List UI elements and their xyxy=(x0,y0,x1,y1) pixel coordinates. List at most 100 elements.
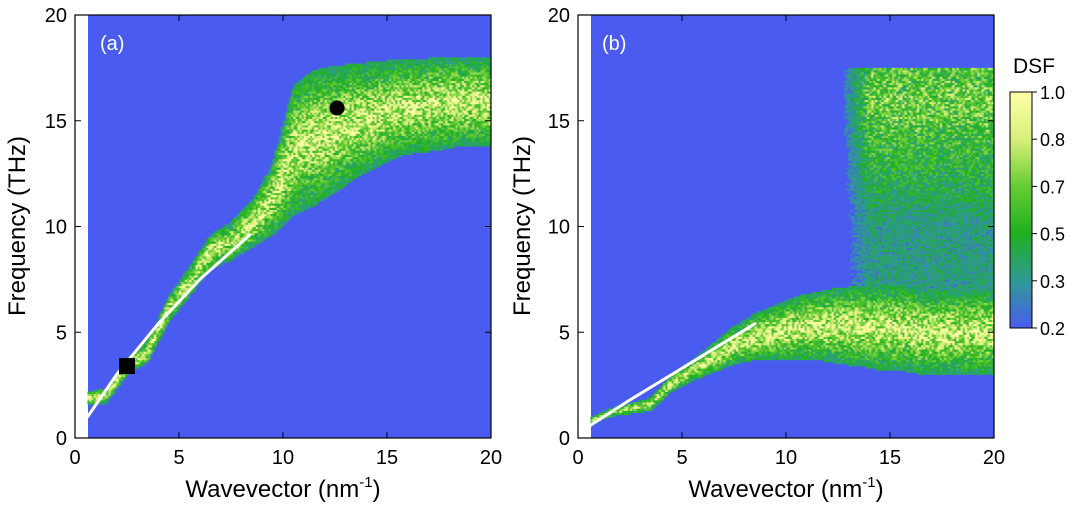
panel-a-heat-cell xyxy=(397,74,401,77)
panel-a-heat-cell xyxy=(258,196,261,200)
panel-a-heat-cell xyxy=(409,95,413,98)
panel-a-heat-cell xyxy=(324,156,328,160)
panel-a-heat-cell xyxy=(99,402,103,405)
panel-a-heat-cell xyxy=(411,114,415,117)
panel-a-heat-cell xyxy=(341,122,344,126)
panel-a-heat-cell xyxy=(411,74,415,77)
panel-a-heat-cell xyxy=(301,148,305,151)
panel-a-heat-cell xyxy=(268,234,272,238)
panel-a-heat-cell xyxy=(307,84,311,88)
panel-a-heat-cell xyxy=(233,222,236,225)
panel-a-heat-cell xyxy=(316,69,319,73)
panel-a-heat-cell xyxy=(407,131,411,134)
panel-a-heat-cell xyxy=(287,154,290,158)
panel-a-heat-cell xyxy=(255,228,259,232)
panel-a-heat-cell xyxy=(301,203,305,206)
panel-a-heat-cell xyxy=(179,294,182,297)
panel-a-heat-cell xyxy=(247,213,251,217)
panel-a-heat-cell xyxy=(401,84,405,88)
panel-a-heat-cell xyxy=(376,93,380,96)
panel-a-heat-cell xyxy=(349,118,353,122)
panel-a-heat-cell xyxy=(378,78,382,81)
panel-a-heat-cell xyxy=(218,234,222,238)
panel-a-heat-cell xyxy=(197,270,201,274)
panel-a-heat-cell xyxy=(316,120,319,124)
panel-a-heat-cell xyxy=(347,63,351,67)
panel-a-heat-cell xyxy=(368,67,371,71)
panel-a-heat-cell xyxy=(139,351,143,354)
panel-a-heat-cell xyxy=(170,304,174,308)
panel-a-heat-cell xyxy=(274,228,278,232)
panel-a-heat-cell xyxy=(353,139,357,143)
panel-a-heat-cell xyxy=(176,308,180,312)
panel-a-heat-cell xyxy=(293,163,297,166)
panel-a-heat-cell xyxy=(272,186,276,189)
panel-a-heat-cell xyxy=(162,321,166,325)
panel-a-heat-cell xyxy=(156,334,159,337)
panel-a-heat-cell xyxy=(351,139,355,143)
panel-a-heat-cell xyxy=(359,152,363,155)
panel-a-heat-cell xyxy=(391,91,394,94)
panel-a-heat-cell xyxy=(401,78,405,81)
panel-a-heat-cell xyxy=(278,192,282,196)
panel-a-heat-cell xyxy=(387,131,390,134)
panel-a-heat-cell xyxy=(411,137,415,141)
panel-a-heat-cell xyxy=(324,124,328,128)
panel-a-heat-cell xyxy=(330,118,334,122)
panel-a-heat-cell xyxy=(145,355,149,359)
panel-a-heat-cell xyxy=(287,108,290,111)
panel-a-heat-cell xyxy=(291,150,294,153)
panel-a-heat-cell xyxy=(291,139,294,143)
panel-a-heat-cell xyxy=(324,116,328,120)
panel-a-heat-cell xyxy=(324,114,328,117)
panel-a-heat-cell xyxy=(102,397,105,401)
panel-a-heat-cell xyxy=(147,347,151,350)
panel-a-heat-cell xyxy=(399,67,403,71)
panel-a-heat-cell xyxy=(318,131,322,134)
panel-a-heat-cell xyxy=(253,232,257,236)
panel-a-heat-cell xyxy=(391,122,394,126)
panel-a-heat-cell xyxy=(353,99,357,103)
panel-a-heat-cell xyxy=(305,207,309,210)
panel-a-heat-cell xyxy=(283,169,286,172)
panel-a-heat-cell xyxy=(245,247,249,251)
panel-a-heat-cell xyxy=(391,59,394,62)
panel-a-heat-cell xyxy=(324,188,328,191)
panel-a-heat-cell xyxy=(372,99,376,103)
panel-a-heat-cell xyxy=(168,296,172,299)
panel-a-heat-cell xyxy=(228,226,232,230)
panel-a-heat-cell xyxy=(382,131,386,134)
panel-a-heat-cell xyxy=(197,264,201,268)
panel-a-heat-cell xyxy=(295,163,299,166)
panel-a-heat-cell xyxy=(411,84,415,88)
panel-a-heat-cell xyxy=(262,188,265,191)
panel-a-heat-cell xyxy=(411,112,415,115)
panel-a-heat-cell xyxy=(391,131,394,134)
panel-a-heat-cell xyxy=(335,169,338,172)
panel-a-heat-cell xyxy=(310,141,313,145)
panel-a-heat-cell xyxy=(289,110,292,113)
panel-a-heat-cell xyxy=(391,84,394,88)
panel-a-heat-cell xyxy=(322,133,326,136)
panel-a-heat-cell xyxy=(276,209,280,213)
panel-a-heat-cell xyxy=(416,120,419,124)
panel-a-heat-cell xyxy=(285,186,288,189)
panel-a-heat-cell xyxy=(314,163,317,166)
panel-a-heat-cell xyxy=(305,167,309,170)
panel-a-heat-cell xyxy=(343,148,346,151)
panel-a-heat-cell xyxy=(364,80,367,84)
panel-a-heat-cell xyxy=(414,139,417,143)
panel-a-heat-cell xyxy=(299,190,303,194)
panel-a-heat-cell xyxy=(172,292,176,295)
panel-a-heat-cell xyxy=(395,80,398,84)
panel-a-heat-cell xyxy=(382,146,386,149)
panel-a-heat-cell xyxy=(301,141,305,145)
panel-a-heat-cell xyxy=(195,258,199,261)
panel-a-heat-cell xyxy=(274,194,278,198)
panel-a-heat-cell xyxy=(305,97,309,100)
panel-a-heat-cell xyxy=(291,135,294,139)
panel-a-heat-cell xyxy=(382,84,386,88)
panel-a-heat-cell xyxy=(380,152,384,155)
panel-a-heat-cell xyxy=(260,222,263,225)
panel-a-heat-cell xyxy=(305,182,309,185)
